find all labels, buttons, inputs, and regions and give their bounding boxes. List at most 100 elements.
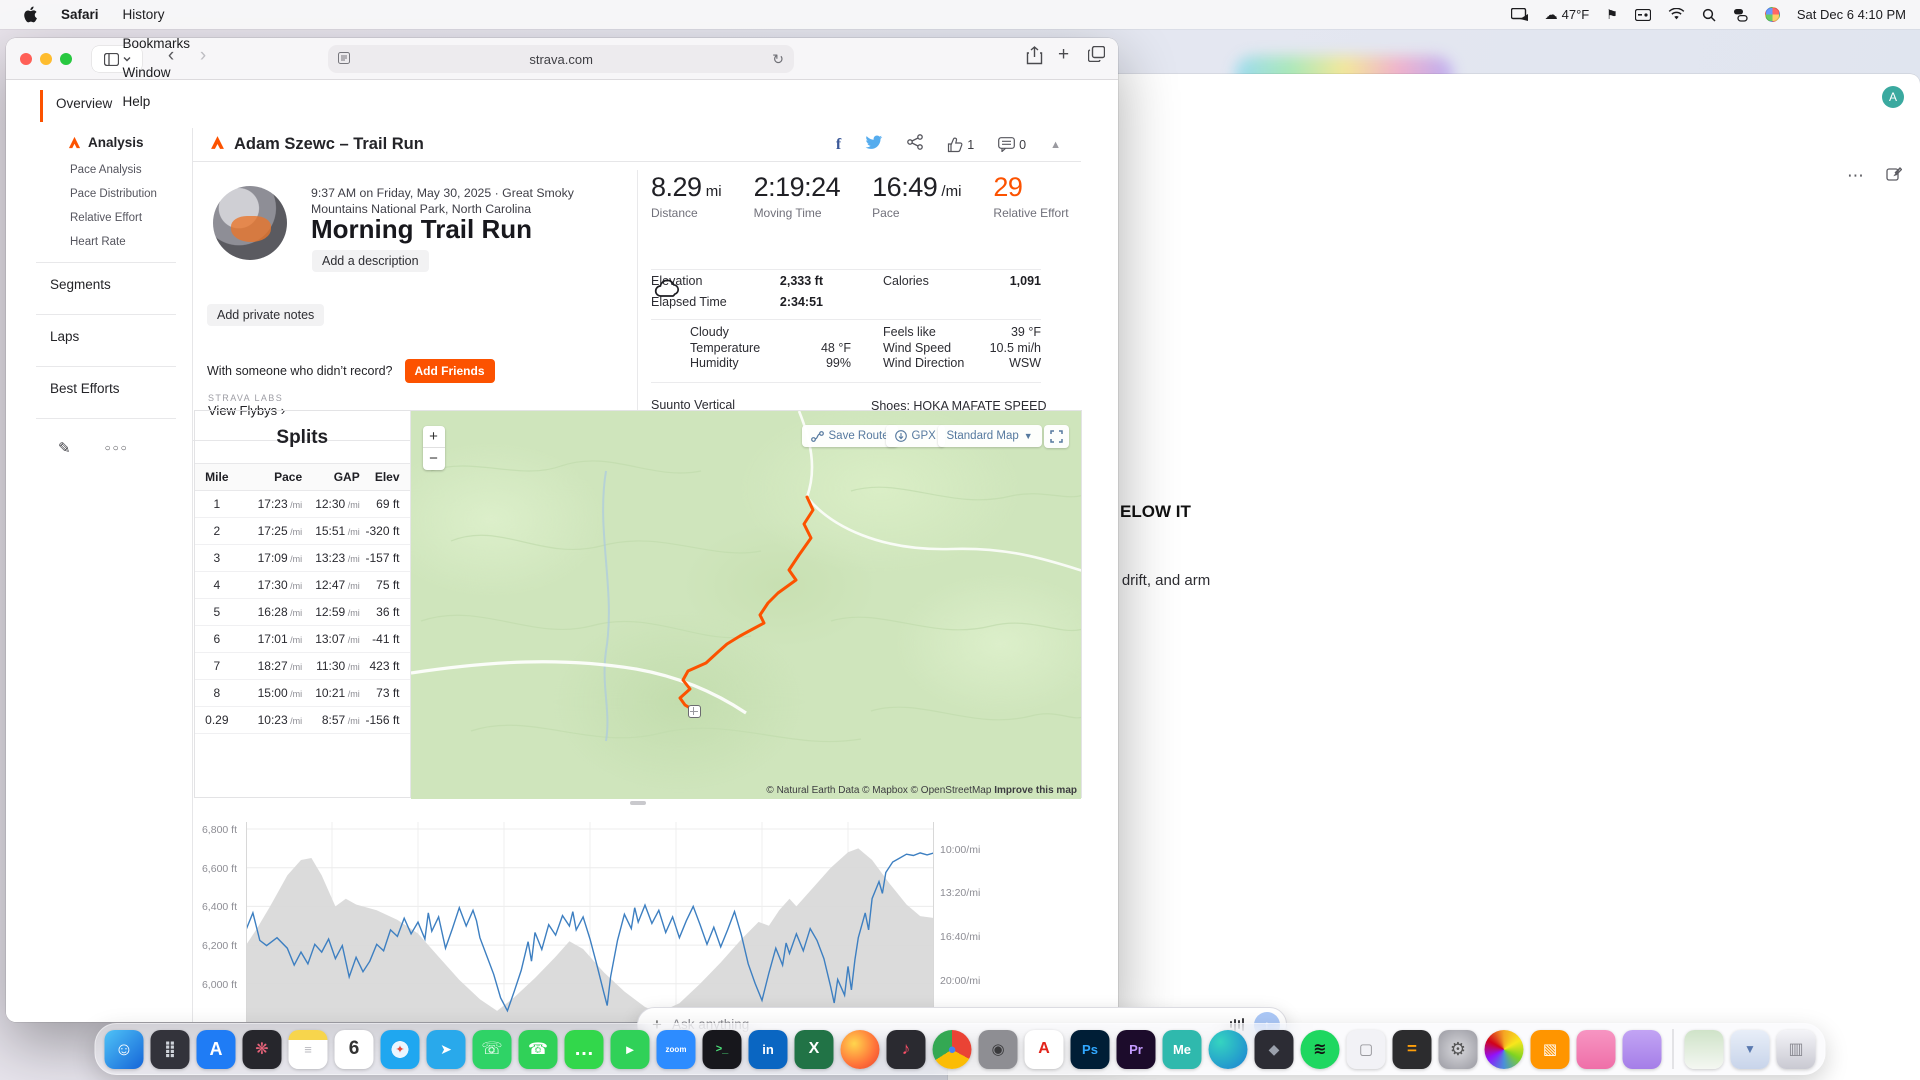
zoom-out-button[interactable]: − bbox=[429, 450, 438, 467]
forward-button[interactable]: › bbox=[199, 45, 207, 66]
split-row[interactable]: 4 17:30 /mi 12:47 /mi 75 ft bbox=[195, 571, 410, 599]
more-options-button[interactable]: ○○○ bbox=[104, 442, 129, 454]
sidebar-item-segments[interactable]: Segments bbox=[50, 277, 111, 292]
dock-app-phone[interactable]: ☎ bbox=[518, 1029, 558, 1069]
share-button[interactable] bbox=[1026, 46, 1043, 70]
menu-bar-clock[interactable]: Sat Dec 6 4:10 PM bbox=[1796, 7, 1906, 22]
dock-app-notes[interactable]: ≡ bbox=[288, 1029, 328, 1069]
resize-handle[interactable] bbox=[630, 801, 646, 805]
kudos-button[interactable]: 1 bbox=[947, 137, 974, 153]
zoom-in-button[interactable]: + bbox=[422, 426, 445, 448]
reader-icon[interactable] bbox=[338, 51, 350, 67]
save-route-button[interactable]: Save Route bbox=[801, 425, 898, 447]
dock-app-folder-pink[interactable] bbox=[1576, 1029, 1616, 1069]
dock-app-recent-screenshot[interactable] bbox=[1684, 1029, 1724, 1069]
menu-item-help[interactable]: Help bbox=[122, 94, 151, 109]
split-row[interactable]: 3 17:09 /mi 13:23 /mi -157 ft bbox=[195, 544, 410, 572]
address-bar[interactable]: strava.com ↻ bbox=[328, 45, 794, 73]
dock-app-camera[interactable]: ◉ bbox=[978, 1029, 1018, 1069]
add-private-notes-button[interactable]: Add private notes bbox=[207, 304, 325, 326]
dock-app-chrome[interactable]: ● bbox=[932, 1029, 972, 1069]
wifi-icon[interactable] bbox=[1668, 8, 1685, 21]
map-style-selector[interactable]: Standard Map ▼ bbox=[937, 425, 1042, 447]
sidebar-toggle-button[interactable] bbox=[92, 46, 142, 72]
dock-app-safari[interactable]: ✦ bbox=[380, 1029, 420, 1069]
control-center-icon[interactable] bbox=[1764, 7, 1780, 22]
flag-app-icon[interactable]: ⚑ bbox=[1606, 6, 1618, 22]
screen-mirroring-icon[interactable] bbox=[1510, 8, 1528, 21]
comments-button[interactable]: 0 bbox=[998, 137, 1026, 152]
dock-app-excel[interactable]: X bbox=[794, 1029, 834, 1069]
dock-app-photos[interactable] bbox=[1484, 1029, 1524, 1069]
sidebar-item-laps[interactable]: Laps bbox=[50, 329, 80, 344]
athlete-avatar[interactable] bbox=[213, 186, 287, 260]
sidebar-item-analysis[interactable]: Analysis bbox=[6, 121, 192, 158]
sidebar-item-heart-rate[interactable]: Heart Rate bbox=[70, 236, 126, 248]
add-description-button[interactable]: Add a description bbox=[312, 250, 429, 272]
dock-app-edge[interactable] bbox=[1208, 1029, 1248, 1069]
minimize-window-button[interactable] bbox=[40, 53, 52, 65]
dock-app-downloads[interactable]: ▼ bbox=[1730, 1029, 1770, 1069]
dock-app-app-store[interactable]: A bbox=[196, 1029, 236, 1069]
dock-app-photos-dark[interactable]: ❋ bbox=[242, 1029, 282, 1069]
more-icon[interactable]: ⋯ bbox=[1847, 166, 1864, 185]
dock-app-spotify[interactable]: ≋ bbox=[1300, 1029, 1340, 1069]
dock-app-messages[interactable]: … bbox=[564, 1029, 604, 1069]
add-friends-button[interactable]: Add Friends bbox=[404, 359, 495, 383]
weather-item[interactable]: ☁ 47°F bbox=[1545, 7, 1590, 23]
dock-app-trash[interactable]: ▥ bbox=[1776, 1029, 1816, 1069]
compose-icon[interactable] bbox=[1886, 166, 1903, 187]
route-map[interactable]: + − Save Route GPX Standard Map bbox=[410, 411, 1081, 799]
share-icon[interactable] bbox=[907, 134, 924, 155]
dock-app-me-app[interactable]: Me bbox=[1162, 1029, 1202, 1069]
twitter-share-icon[interactable] bbox=[865, 135, 883, 155]
improve-map-link[interactable]: Improve this map bbox=[994, 785, 1077, 796]
sidebar-item-overview[interactable]: Overview bbox=[56, 96, 113, 111]
back-button[interactable]: ‹ bbox=[167, 45, 175, 66]
dock-app-photoshop[interactable]: Ps bbox=[1070, 1029, 1110, 1069]
dock-app-orange-app[interactable]: ▧ bbox=[1530, 1029, 1570, 1069]
dock-app-dark-app[interactable]: ◆ bbox=[1254, 1029, 1294, 1069]
fullscreen-button[interactable] bbox=[1043, 425, 1069, 448]
dock-app-terminal[interactable]: >_ bbox=[702, 1029, 742, 1069]
gpx-download-button[interactable]: GPX bbox=[885, 425, 945, 447]
dock-app-launchpad[interactable]: ⣿ bbox=[150, 1029, 190, 1069]
edit-activity-button[interactable]: ✎ bbox=[58, 440, 71, 457]
close-window-button[interactable] bbox=[20, 53, 32, 65]
dock-app-firefox[interactable] bbox=[840, 1029, 880, 1069]
split-row[interactable]: 5 16:28 /mi 12:59 /mi 36 ft bbox=[195, 598, 410, 626]
dock-app-light-app[interactable]: ▢ bbox=[1346, 1029, 1386, 1069]
sidebar-item-relative-effort[interactable]: Relative Effort bbox=[70, 212, 143, 224]
sidebar-item-pace-analysis[interactable]: Pace Analysis bbox=[70, 164, 142, 176]
avatar[interactable]: A bbox=[1882, 86, 1904, 108]
fast-user-switch-icon[interactable] bbox=[1733, 8, 1748, 22]
keyboard-widget-icon[interactable] bbox=[1634, 8, 1651, 21]
reload-icon[interactable]: ↻ bbox=[772, 50, 784, 67]
dock-app-finder[interactable]: ☺ bbox=[104, 1029, 144, 1069]
sidebar-item-pace-distribution[interactable]: Pace Distribution bbox=[70, 188, 157, 200]
route-end-marker[interactable] bbox=[687, 705, 701, 718]
menu-item-app[interactable]: Safari bbox=[61, 7, 99, 22]
tab-overview-button[interactable] bbox=[1087, 45, 1106, 67]
facebook-share-icon[interactable]: f bbox=[835, 135, 842, 153]
spotlight-search-icon[interactable] bbox=[1702, 8, 1716, 22]
split-row[interactable]: 0.29 10:23 /mi 8:57 /mi -156 ft bbox=[195, 706, 410, 734]
dock-app-facetime[interactable]: ► bbox=[610, 1029, 650, 1069]
menu-item-window[interactable]: Window bbox=[122, 65, 171, 80]
apple-menu[interactable] bbox=[12, 0, 48, 29]
menu-item-bookmarks[interactable]: Bookmarks bbox=[122, 36, 191, 51]
dock-app-premiere[interactable]: Pr bbox=[1116, 1029, 1156, 1069]
split-row[interactable]: 6 17:01 /mi 13:07 /mi -41 ft bbox=[195, 625, 410, 653]
zoom-window-button[interactable] bbox=[60, 53, 72, 65]
dock-app-telegram[interactable]: ➤ bbox=[426, 1029, 466, 1069]
dock-app-calendar[interactable]: 6 bbox=[334, 1029, 374, 1069]
dock-app-folder-purple[interactable] bbox=[1622, 1029, 1662, 1069]
split-row[interactable]: 7 18:27 /mi 11:30 /mi 423 ft bbox=[195, 652, 410, 680]
dock-app-zoom[interactable]: zoom bbox=[656, 1029, 696, 1069]
new-tab-button[interactable]: + bbox=[1058, 44, 1070, 65]
dock-app-music[interactable]: ♪ bbox=[886, 1029, 926, 1069]
menu-item-history[interactable]: History bbox=[122, 7, 165, 22]
dock-app-acrobat[interactable]: A bbox=[1024, 1029, 1064, 1069]
dock-app-calculator[interactable]: = bbox=[1392, 1029, 1432, 1069]
dock-app-whatsapp[interactable]: ☏ bbox=[472, 1029, 512, 1069]
